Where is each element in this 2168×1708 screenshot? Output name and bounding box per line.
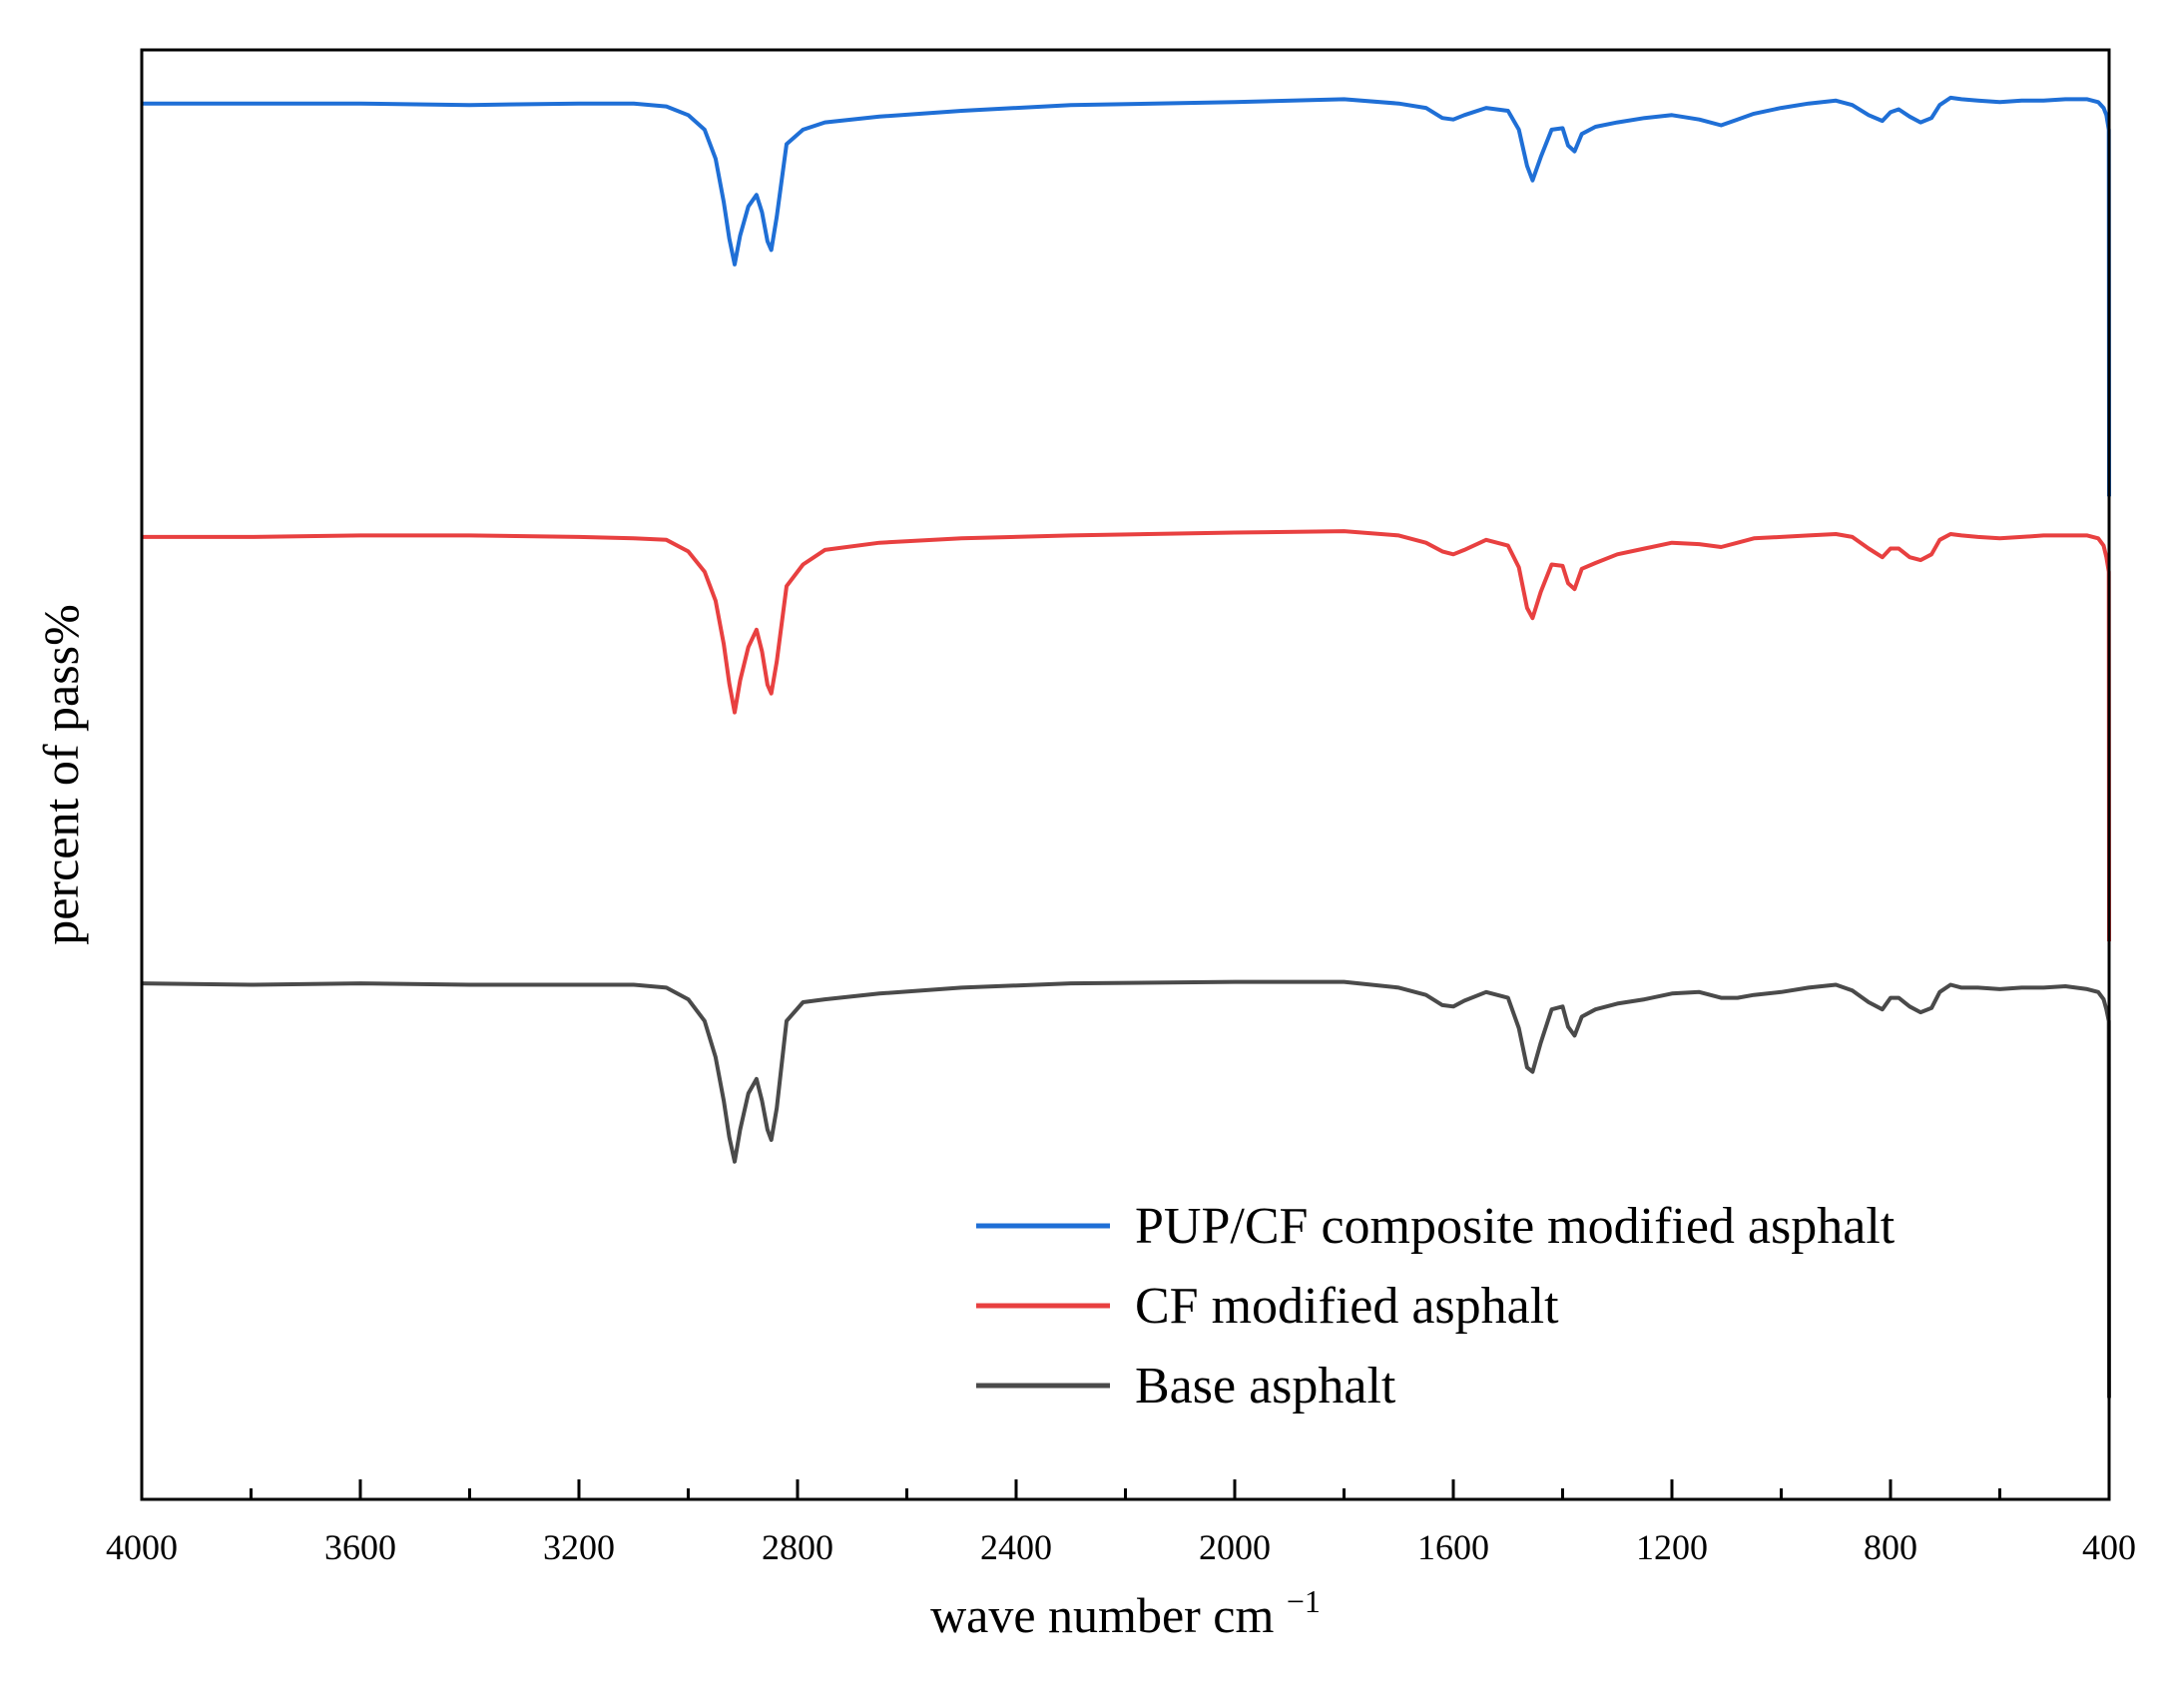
series-line-1 (142, 95, 2111, 497)
x-tick-label: 2800 (762, 1527, 833, 1567)
x-axis-title-text: wave number cm (930, 1587, 1274, 1643)
series-line-3 (141, 979, 2111, 1399)
y-axis-title: percent of pass% (33, 604, 89, 945)
series-layer (141, 95, 2111, 1399)
legend-label-3: Base asphalt (1135, 1358, 1396, 1415)
x-tick-label: 1200 (1636, 1527, 1708, 1567)
legend: PUP/CF composite modified asphalt CF modi… (976, 1198, 1896, 1415)
x-axis-ticks: 4000 3600 3200 2800 2400 2000 1600 1200 800 400 (106, 1479, 2136, 1567)
x-axis-title: wave number cm −1 (930, 1583, 1321, 1643)
legend-label-2: CF modified asphalt (1135, 1278, 1559, 1335)
x-tick-label: 3600 (324, 1527, 396, 1567)
x-tick-label: 800 (1864, 1527, 1917, 1567)
legend-label-1: PUP/CF composite modified asphalt (1135, 1198, 1896, 1255)
x-tick-label: 2400 (980, 1527, 1052, 1567)
x-tick-label: 1600 (1417, 1527, 1489, 1567)
x-axis-title-superscript: −1 (1287, 1583, 1321, 1619)
x-tick-label: 400 (2082, 1527, 2136, 1567)
series-line-2 (142, 529, 2111, 942)
x-tick-label: 2000 (1199, 1527, 1271, 1567)
x-tick-label: 3200 (543, 1527, 615, 1567)
x-tick-label: 4000 (106, 1527, 178, 1567)
